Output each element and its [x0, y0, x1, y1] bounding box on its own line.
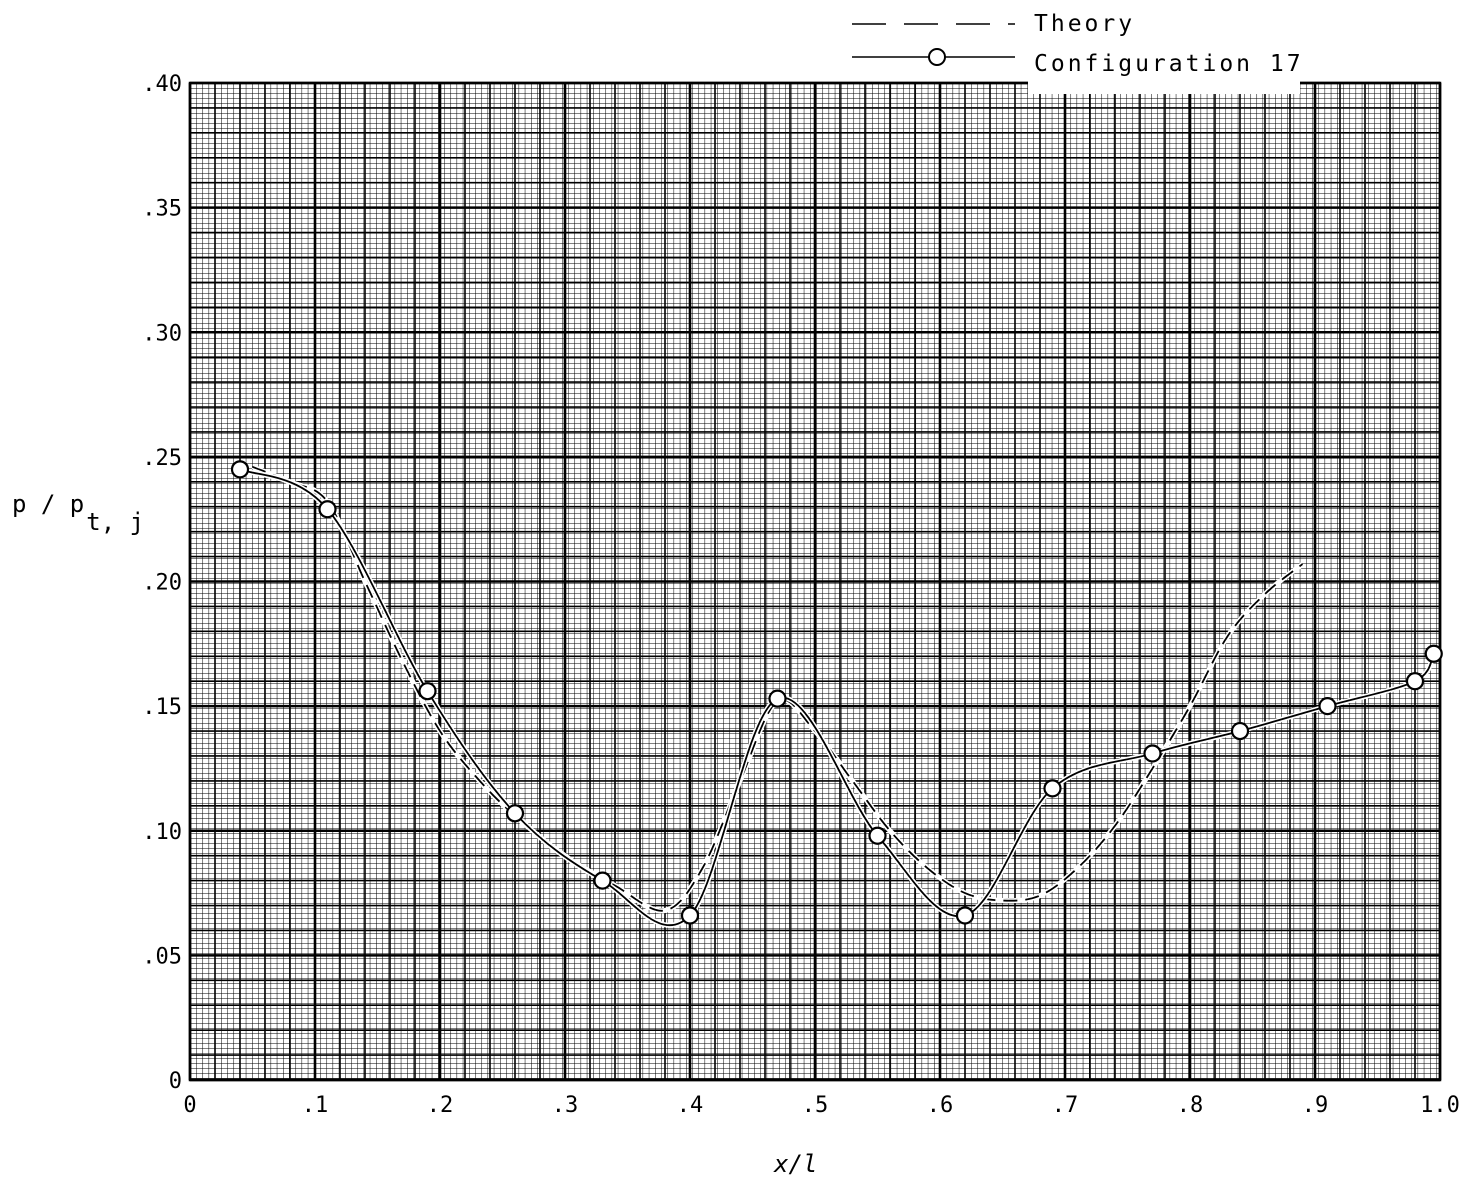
theory-line — [252, 466, 1304, 912]
x-tick-label: .2 — [427, 1093, 454, 1118]
configuration-17-point — [868, 826, 887, 845]
x-tick-label: .6 — [927, 1093, 954, 1118]
x-tick-label: .7 — [1052, 1093, 1079, 1118]
configuration-17-point — [1424, 644, 1443, 663]
legend-config-label: Configuration 17 — [1034, 51, 1304, 77]
configuration-17-point — [1318, 697, 1337, 716]
legend-config-marker — [928, 48, 946, 66]
x-tick-label: .3 — [552, 1093, 579, 1118]
configuration-17-point — [955, 906, 975, 925]
configuration-17-point — [1043, 779, 1062, 798]
configuration-17-point — [505, 804, 525, 823]
y-axis-label: p / pt, j — [12, 490, 144, 536]
grid — [188, 81, 1442, 1082]
y-tick-label: 0 — [169, 1069, 182, 1094]
y-tick-label: .40 — [142, 72, 182, 97]
x-tick-label: 0 — [183, 1093, 196, 1118]
series — [230, 460, 1443, 928]
configuration-17-point — [768, 689, 787, 708]
x-tick-label: .5 — [802, 1093, 829, 1118]
x-tick-label: .9 — [1302, 1093, 1329, 1118]
y-tick-label: .30 — [142, 321, 182, 346]
x-tick-label: .4 — [677, 1093, 704, 1118]
plot-frame — [188, 81, 1442, 1082]
x-axis-label: x/l — [773, 1150, 817, 1178]
legend-background — [1028, 44, 1300, 94]
configuration-17-point — [1230, 721, 1250, 741]
axis-ticks: 0 .1 .2 .3 .4 .5 .6 .7 .8 .9 1.0 0 .05 .10 .15 .20 .25 .3… — [142, 72, 1460, 1118]
configuration-17-point — [230, 460, 250, 479]
configuration-17-point — [1405, 672, 1425, 691]
y-tick-label: .15 — [142, 695, 182, 720]
y-tick-label: .10 — [142, 820, 182, 845]
legend-theory-label: Theory — [1034, 11, 1135, 37]
y-tick-label: .05 — [142, 944, 182, 969]
y-axis-label-main: p / p — [12, 490, 84, 518]
configuration-17-point — [1143, 744, 1162, 763]
configuration-17-point — [593, 871, 612, 890]
legend: Theory Configuration 17 — [852, 11, 1304, 94]
x-tick-label: .1 — [302, 1093, 329, 1118]
y-tick-label: .20 — [142, 571, 182, 596]
configuration-17-point — [680, 906, 700, 925]
configuration-17-point — [318, 500, 337, 519]
x-tick-label: .8 — [1177, 1093, 1204, 1118]
configuration-17-point — [418, 682, 437, 701]
y-tick-label: .35 — [142, 197, 182, 222]
x-tick-label: 1.0 — [1420, 1093, 1460, 1118]
y-axis-label-subscript: t, j — [86, 508, 144, 536]
y-tick-label: .25 — [142, 446, 182, 471]
